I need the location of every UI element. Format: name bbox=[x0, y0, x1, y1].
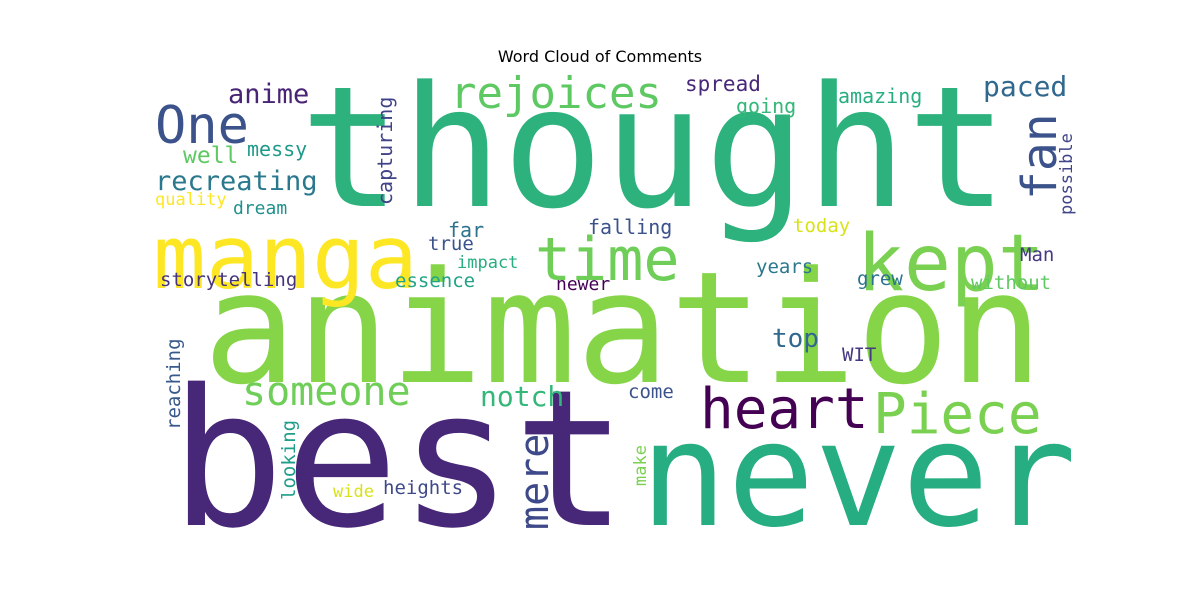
word-essence: essence bbox=[395, 270, 475, 292]
word-come: come bbox=[628, 381, 674, 403]
word-storytelling: storytelling bbox=[160, 269, 297, 291]
word-looking: looking bbox=[278, 420, 300, 500]
word-one: One bbox=[155, 96, 249, 156]
word-manga: manga bbox=[153, 206, 418, 309]
word-anime: anime bbox=[228, 79, 309, 110]
word-quality: quality bbox=[155, 190, 227, 210]
word-fan: fan bbox=[1012, 113, 1068, 200]
word-notch: notch bbox=[480, 380, 564, 413]
word-spread: spread bbox=[685, 72, 761, 96]
word-years: years bbox=[756, 256, 813, 278]
word-far: far bbox=[448, 218, 484, 242]
word-amazing: amazing bbox=[838, 84, 922, 108]
word-someone: someone bbox=[242, 369, 411, 415]
chart-title: Word Cloud of Comments bbox=[497, 47, 703, 66]
word-true: true bbox=[428, 233, 474, 255]
word-heights: heights bbox=[383, 477, 463, 499]
word-make: make bbox=[631, 445, 651, 486]
word-grew: grew bbox=[857, 268, 903, 290]
word-well: well bbox=[183, 143, 238, 169]
word-recreating: recreating bbox=[155, 166, 318, 197]
word-rejoices: rejoices bbox=[450, 68, 662, 119]
word-top: top bbox=[772, 324, 819, 354]
word-newer: newer bbox=[556, 274, 610, 295]
word-falling: falling bbox=[588, 215, 672, 239]
word-best: best bbox=[170, 349, 628, 570]
word-never: never bbox=[640, 391, 1077, 560]
word-piece: Piece bbox=[873, 382, 1042, 447]
word-man: Man bbox=[1020, 244, 1054, 266]
word-time: time bbox=[535, 225, 680, 295]
word-without: without bbox=[971, 272, 1051, 294]
word-messy: messy bbox=[247, 137, 307, 161]
word-wit: WIT bbox=[842, 344, 876, 366]
word-reaching: reaching bbox=[163, 338, 185, 430]
word-animation: animation bbox=[203, 238, 1043, 419]
word-wide: wide bbox=[333, 482, 374, 502]
word-capturing: capturing bbox=[373, 97, 397, 205]
word-mere: mere bbox=[512, 434, 558, 530]
word-kept: kept bbox=[857, 219, 1045, 309]
word-dream: dream bbox=[233, 198, 287, 219]
word-going: going bbox=[736, 94, 796, 118]
word-thought: thought bbox=[300, 50, 1008, 246]
word-heart: heart bbox=[700, 377, 869, 442]
word-possible: possible bbox=[1057, 133, 1077, 215]
word-paced: paced bbox=[983, 70, 1067, 103]
word-impact: impact bbox=[457, 253, 518, 273]
word-today: today bbox=[793, 215, 850, 237]
